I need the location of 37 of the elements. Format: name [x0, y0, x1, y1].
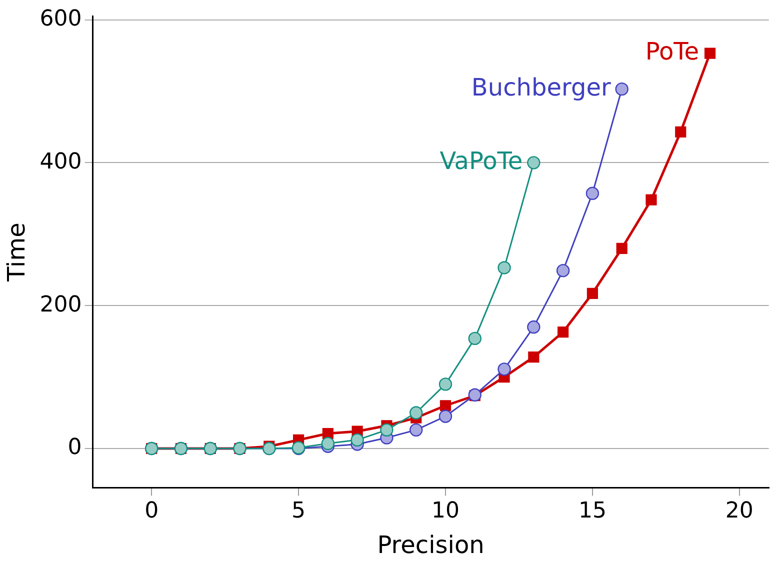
point — [410, 423, 423, 437]
point — [498, 362, 511, 376]
x-tick-label: 10 — [431, 498, 460, 524]
point — [498, 261, 511, 274]
y-tick-label: 600 — [40, 6, 82, 32]
x-axis-title: Precision — [377, 530, 484, 559]
point — [468, 332, 482, 346]
x-tick-label: 15 — [578, 498, 606, 524]
point — [586, 288, 598, 299]
x-tick-label: 20 — [725, 498, 754, 524]
y-axis-title: Time — [2, 222, 31, 282]
point — [321, 436, 335, 450]
y-tick-label: 400 — [40, 149, 82, 174]
point — [704, 48, 716, 59]
point — [646, 194, 657, 206]
point — [556, 264, 570, 278]
series-label: PoTe — [645, 38, 700, 66]
point — [615, 82, 628, 96]
point — [438, 378, 452, 391]
point — [528, 351, 540, 363]
point — [616, 242, 628, 254]
point — [438, 410, 452, 423]
point — [527, 320, 540, 334]
point — [410, 406, 423, 420]
point — [675, 126, 686, 138]
y-tick-label: 0 — [68, 435, 82, 460]
y-tick-label: 200 — [40, 292, 82, 318]
point — [380, 423, 394, 437]
point — [558, 326, 569, 338]
x-tick-label: 5 — [292, 498, 306, 524]
series-label: Buchberger — [471, 73, 611, 102]
series-label: VaPoTe — [440, 146, 523, 175]
point — [586, 186, 600, 200]
point — [527, 156, 540, 170]
x-tick-label: 0 — [144, 498, 159, 524]
point — [440, 400, 452, 412]
point — [350, 433, 364, 447]
